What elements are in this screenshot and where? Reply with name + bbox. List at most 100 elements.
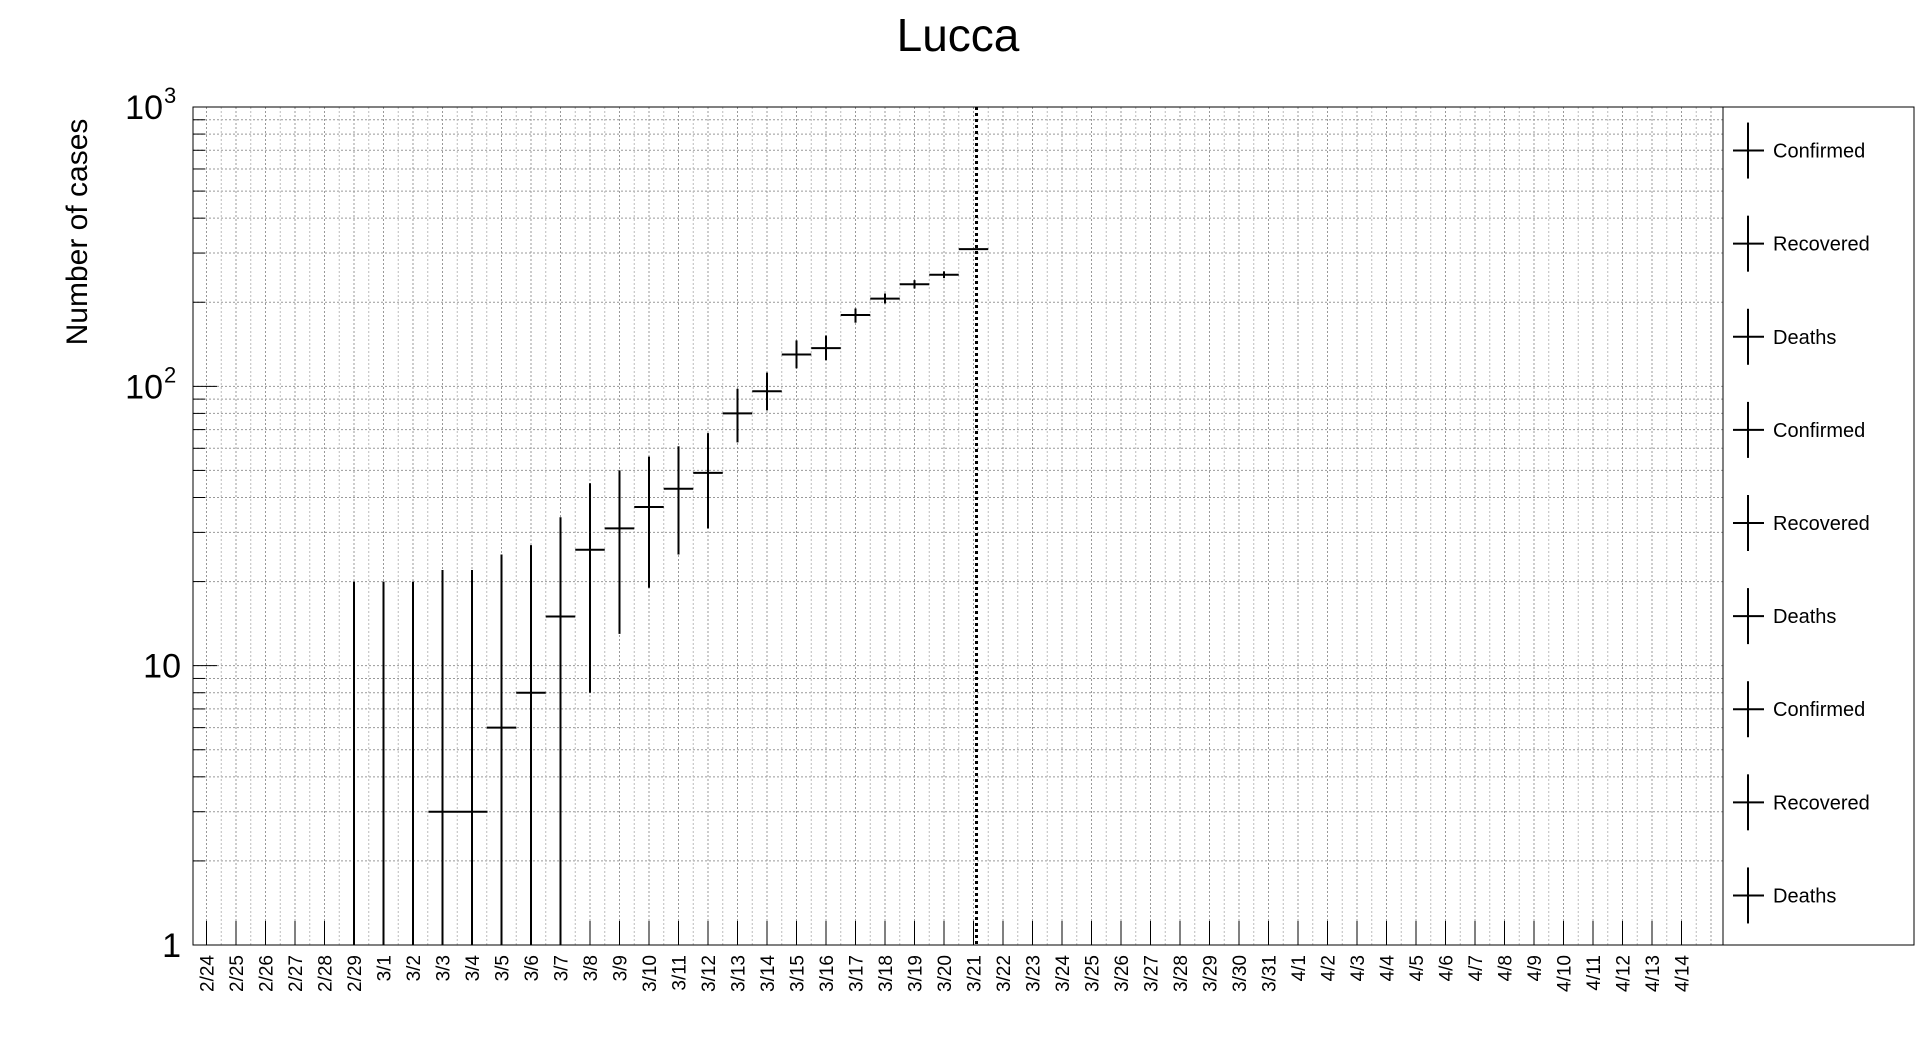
legend-label: Confirmed <box>1773 699 1865 721</box>
legend-label: Confirmed <box>1773 141 1865 163</box>
x-tick-label: 2/27 <box>286 955 307 992</box>
y-tick-label: 10 <box>143 648 181 686</box>
x-tick-label: 3/12 <box>699 955 720 992</box>
x-tick-label: 3/13 <box>729 955 750 992</box>
y-tick-exponent: 2 <box>164 362 176 387</box>
x-tick-label: 3/18 <box>876 955 897 992</box>
chart-title: Lucca <box>896 9 1020 61</box>
legend-entry: Confirmed <box>1733 681 1865 738</box>
x-tick-label: 3/8 <box>581 955 602 981</box>
x-tick-label: 4/5 <box>1407 955 1428 981</box>
legend: Confirmed Recovered Deaths Confirmed Recover… <box>1722 106 1915 946</box>
data-point <box>840 308 871 323</box>
x-tick-label: 4/6 <box>1437 955 1458 981</box>
legend-label: Confirmed <box>1773 420 1865 442</box>
x-tick-label: 3/5 <box>493 955 514 981</box>
x-tick-label: 2/26 <box>257 955 278 992</box>
x-tick-label: 3/25 <box>1083 955 1104 992</box>
x-tick-label: 3/19 <box>906 955 927 992</box>
x-tick-label: 3/14 <box>758 955 779 992</box>
data-point <box>634 456 664 588</box>
data-point <box>752 372 782 411</box>
x-tick-label: 3/9 <box>611 955 632 981</box>
x-tick-label: 3/10 <box>640 955 661 992</box>
legend-entry: Recovered <box>1733 495 1870 551</box>
data-point <box>458 570 488 945</box>
x-tick-label: 3/20 <box>935 955 956 992</box>
y-tick-exponent: 3 <box>164 83 176 108</box>
x-tick-label: 4/13 <box>1643 955 1664 992</box>
x-tick-label: 4/14 <box>1673 955 1694 992</box>
legend-label: Recovered <box>1773 792 1870 814</box>
legend-entry: Confirmed <box>1733 401 1865 458</box>
x-tick-label: 4/2 <box>1319 955 1340 981</box>
x-tick-label: 3/24 <box>1053 955 1074 992</box>
legend-entry: Deaths <box>1733 588 1836 645</box>
legend-label: Deaths <box>1773 327 1836 349</box>
x-tick-label: 3/11 <box>670 955 691 991</box>
x-tick-label: 3/26 <box>1112 955 1133 992</box>
legend-label: Deaths <box>1773 606 1836 628</box>
y-tick-label: 1 <box>162 927 181 965</box>
legend-label: Recovered <box>1773 513 1870 535</box>
x-tick-label: 3/7 <box>552 955 573 981</box>
data-point <box>575 483 605 693</box>
legend-entry: Deaths <box>1733 308 1836 365</box>
grid <box>193 107 1723 946</box>
data-point <box>722 388 753 443</box>
y-tick-label: 10 <box>125 89 163 127</box>
data-point <box>663 446 694 555</box>
data-point <box>545 517 576 945</box>
x-tick-label: 4/12 <box>1614 955 1635 992</box>
data-point <box>604 470 635 634</box>
x-tick-label: 3/30 <box>1230 955 1251 992</box>
legend-label: Deaths <box>1773 885 1836 907</box>
y-tick-label: 10 <box>125 368 163 406</box>
x-tick-label: 2/25 <box>227 955 248 992</box>
x-tick-label: 4/3 <box>1348 955 1369 981</box>
x-tick-label: 3/21 <box>965 955 986 992</box>
x-tick-label: 3/17 <box>847 955 868 992</box>
data-point <box>486 554 517 945</box>
data-points <box>353 248 989 945</box>
legend-entry: Recovered <box>1733 215 1870 272</box>
data-point <box>899 280 930 289</box>
x-tick-label: 3/6 <box>522 955 543 981</box>
x-tick-label: 4/11 <box>1584 955 1605 991</box>
x-tick-label: 3/4 <box>463 955 484 982</box>
x-tick-label: 2/24 <box>198 955 219 992</box>
x-tick-label: 4/9 <box>1525 955 1546 981</box>
data-point <box>929 271 959 279</box>
x-tick-label: 4/1 <box>1289 955 1310 981</box>
x-tick-label: 3/1 <box>375 955 396 981</box>
data-point <box>428 570 458 945</box>
x-tick-label: 4/8 <box>1496 955 1517 981</box>
plot-frame <box>192 106 1724 946</box>
x-tick-label: 3/16 <box>817 955 838 992</box>
x-tick-label: 4/10 <box>1555 955 1576 992</box>
x-tick-label: 3/27 <box>1142 955 1163 992</box>
x-tick-label: 3/28 <box>1171 955 1192 992</box>
data-point <box>811 335 841 361</box>
x-tick-label: 2/29 <box>345 955 366 992</box>
x-tick-label: 3/3 <box>434 955 455 981</box>
legend-label: Recovered <box>1773 234 1870 256</box>
legend-entry: Deaths <box>1733 867 1836 924</box>
x-tick-label: 3/15 <box>788 955 809 992</box>
x-tick-label: 4/7 <box>1466 955 1487 981</box>
y-axis-title: Number of cases <box>61 119 94 346</box>
x-tick-label: 3/29 <box>1201 955 1222 992</box>
x-tick-label: 3/23 <box>1024 955 1045 992</box>
x-tick-label: 2/28 <box>316 955 337 992</box>
x-tick-label: 3/22 <box>994 955 1015 992</box>
data-point <box>693 433 723 529</box>
data-point <box>870 293 900 304</box>
data-point <box>781 340 812 369</box>
legend-box <box>1722 106 1915 946</box>
legend-entry: Recovered <box>1733 774 1870 831</box>
data-point <box>516 545 546 945</box>
x-tick-label: 3/31 <box>1260 955 1281 992</box>
x-tick-label: 4/4 <box>1378 955 1399 982</box>
